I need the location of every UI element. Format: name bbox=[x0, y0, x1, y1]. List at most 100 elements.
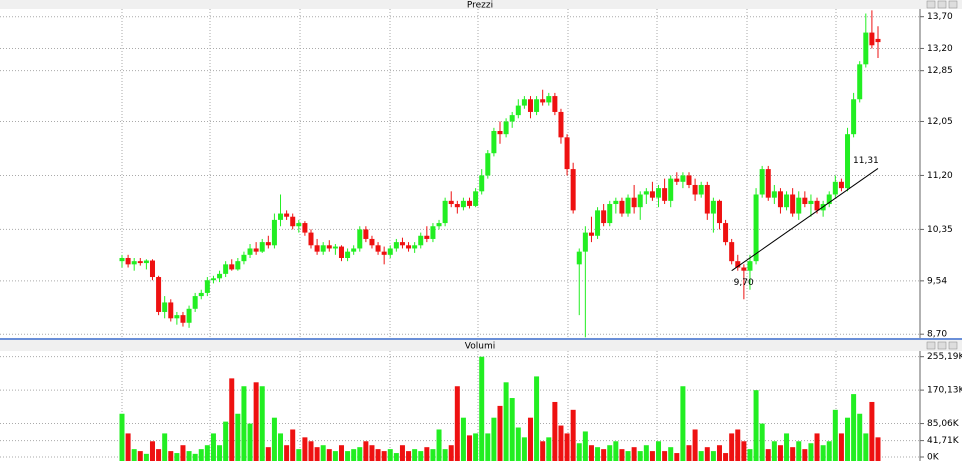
candle-body bbox=[412, 245, 418, 249]
volume-bar bbox=[509, 398, 515, 461]
volume-bar bbox=[607, 445, 613, 461]
candle-body bbox=[229, 264, 235, 270]
volume-bar bbox=[229, 378, 235, 461]
volume-bar bbox=[406, 451, 412, 461]
volume-bar bbox=[479, 356, 485, 461]
candle-body bbox=[625, 197, 631, 214]
candle-body bbox=[692, 184, 698, 195]
y-tick-label: 8,70 bbox=[927, 330, 947, 340]
candle-body bbox=[656, 188, 662, 198]
trendline-label: 9,70 bbox=[734, 278, 754, 288]
candle-body bbox=[851, 99, 857, 135]
candle-body bbox=[741, 267, 747, 271]
y-tick-label: 12,05 bbox=[927, 117, 953, 127]
candle-body bbox=[424, 235, 430, 239]
volume-bar bbox=[302, 437, 308, 461]
price-title: Prezzi bbox=[467, 1, 493, 11]
volume-bar bbox=[601, 449, 607, 461]
candle-body bbox=[235, 261, 241, 270]
header-buttons[interactable] bbox=[926, 0, 958, 9]
volume-bar bbox=[534, 376, 540, 461]
candle-body bbox=[479, 175, 485, 192]
candle-body bbox=[308, 232, 314, 246]
volume-bar bbox=[247, 423, 253, 461]
candle-body bbox=[174, 315, 180, 319]
volume-bar bbox=[613, 441, 619, 461]
volume-bar bbox=[143, 453, 149, 461]
candle-body bbox=[430, 226, 436, 239]
volume-bar bbox=[540, 441, 546, 461]
volume-bar bbox=[467, 435, 473, 461]
volume-bar bbox=[241, 386, 247, 461]
candle-body bbox=[686, 175, 692, 185]
volume-bar bbox=[808, 443, 814, 461]
volume-bar bbox=[674, 453, 680, 461]
volume-bar bbox=[588, 445, 594, 461]
candle-body bbox=[357, 229, 363, 249]
volume-bar bbox=[771, 441, 777, 461]
volume-bar bbox=[515, 427, 521, 461]
candle-body bbox=[570, 169, 576, 211]
volume-bar bbox=[284, 445, 290, 461]
candle-body bbox=[326, 245, 332, 249]
candle-body bbox=[607, 204, 613, 224]
volume-bar bbox=[223, 421, 229, 461]
candle-body bbox=[704, 184, 710, 214]
candle-body bbox=[546, 96, 552, 103]
volume-bar bbox=[790, 447, 796, 461]
volume-bar bbox=[418, 451, 424, 461]
volume-bar bbox=[741, 441, 747, 461]
volume-bar bbox=[125, 433, 131, 461]
candle-body bbox=[777, 191, 783, 208]
candle-body bbox=[790, 194, 796, 214]
candle-body bbox=[588, 232, 594, 236]
trendline bbox=[731, 168, 879, 272]
candle-body bbox=[473, 191, 479, 206]
candle-body bbox=[320, 245, 326, 252]
candle-body bbox=[436, 223, 442, 227]
candle-body bbox=[381, 251, 387, 255]
candle-body bbox=[637, 194, 643, 208]
candle-body bbox=[527, 99, 533, 112]
candle-body bbox=[156, 277, 162, 312]
header-buttons[interactable] bbox=[926, 341, 958, 350]
volume-bar bbox=[485, 433, 491, 461]
volume-bar bbox=[204, 445, 210, 461]
candle-body bbox=[241, 254, 247, 262]
candle-body bbox=[649, 191, 655, 198]
volume-bar bbox=[338, 445, 344, 461]
candle-body bbox=[460, 200, 466, 208]
candle-body bbox=[503, 121, 509, 135]
candle-body bbox=[619, 200, 625, 214]
candle-body bbox=[857, 64, 863, 100]
candle-body bbox=[826, 194, 832, 205]
volume-bar bbox=[753, 390, 759, 461]
volume-bar bbox=[546, 437, 552, 461]
volume-bar bbox=[680, 386, 686, 461]
volume-bar bbox=[253, 382, 259, 461]
volume-bar bbox=[643, 445, 649, 461]
volume-bar bbox=[747, 449, 753, 461]
volume-bar bbox=[735, 429, 741, 461]
volume-bar bbox=[278, 433, 284, 461]
y-tick-label: 170,13K bbox=[927, 386, 962, 396]
candle-body bbox=[186, 308, 192, 323]
candle-body bbox=[454, 204, 460, 208]
volume-bar bbox=[875, 437, 881, 461]
volume-bar bbox=[308, 441, 314, 461]
candle-body bbox=[168, 302, 174, 319]
volume-bar bbox=[656, 441, 662, 461]
volume-bar bbox=[820, 445, 826, 461]
volume-bar bbox=[180, 445, 186, 461]
y-tick-label: 13,70 bbox=[927, 12, 953, 22]
volume-bar bbox=[259, 386, 265, 461]
candle-body bbox=[808, 200, 814, 205]
volume-bar bbox=[119, 413, 125, 461]
candle-body bbox=[753, 194, 759, 262]
price-header bbox=[0, 0, 962, 9]
volume-bar bbox=[393, 453, 399, 461]
candle-body bbox=[296, 223, 302, 227]
candle-body bbox=[314, 245, 320, 252]
volume-bar bbox=[851, 394, 857, 461]
